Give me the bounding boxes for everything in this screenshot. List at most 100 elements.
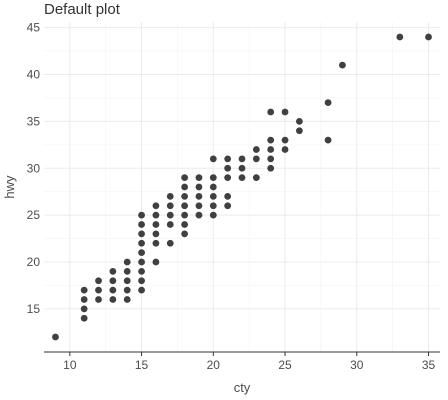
data-point <box>195 174 203 182</box>
data-point <box>224 202 232 210</box>
data-point <box>195 192 203 200</box>
data-point <box>295 127 303 135</box>
data-point <box>281 108 289 116</box>
data-point <box>109 296 117 303</box>
data-point <box>138 211 145 219</box>
data-point <box>109 277 117 285</box>
chart-title: Default plot <box>44 1 120 18</box>
data-point <box>181 221 189 228</box>
data-point <box>123 258 131 266</box>
data-point <box>209 155 217 163</box>
data-point <box>52 333 59 341</box>
data-point <box>267 146 275 153</box>
data-point <box>138 286 145 294</box>
data-point <box>138 249 145 257</box>
data-point <box>80 286 88 294</box>
data-point <box>138 239 145 247</box>
data-point <box>95 286 102 294</box>
y-axis-ticks: 15 20 25 30 35 40 45 <box>27 21 41 316</box>
data-point <box>166 202 174 210</box>
data-point <box>152 202 160 210</box>
x-tick-label: 35 <box>422 358 436 372</box>
data-point <box>80 305 88 313</box>
data-point <box>209 192 217 200</box>
data-point <box>224 155 232 163</box>
data-point <box>166 239 174 247</box>
data-point <box>195 183 203 191</box>
data-point <box>166 221 174 228</box>
data-point <box>224 164 232 172</box>
data-point <box>224 174 232 182</box>
y-tick-label: 40 <box>27 68 41 82</box>
data-point <box>339 61 346 69</box>
data-point <box>195 202 203 210</box>
x-tick-label: 30 <box>350 358 364 372</box>
x-tick-label: 10 <box>63 358 77 372</box>
data-point <box>138 230 145 238</box>
data-points <box>52 33 432 341</box>
grid-lines <box>44 22 440 352</box>
x-tick-label: 20 <box>207 358 221 372</box>
data-point <box>109 286 117 294</box>
data-point <box>267 155 275 163</box>
y-tick-label: 25 <box>27 208 41 222</box>
data-point <box>324 136 332 144</box>
data-point <box>252 174 260 182</box>
data-point <box>238 174 246 182</box>
data-point <box>195 211 203 219</box>
data-point <box>209 174 217 182</box>
data-point <box>267 136 275 144</box>
data-point <box>123 286 131 294</box>
y-tick-label: 35 <box>27 114 41 128</box>
data-point <box>152 258 160 266</box>
y-axis-title: hwy <box>2 175 17 199</box>
data-point <box>123 267 131 275</box>
data-point <box>152 211 160 219</box>
data-point <box>281 136 289 144</box>
data-point <box>181 174 189 182</box>
data-point <box>138 258 145 266</box>
data-point <box>181 211 189 219</box>
data-point <box>209 202 217 210</box>
x-tick-label: 25 <box>278 358 292 372</box>
y-tick-label: 45 <box>27 21 41 35</box>
data-point <box>238 155 246 163</box>
data-point <box>252 146 260 153</box>
data-point <box>80 314 88 322</box>
data-point <box>396 33 404 41</box>
data-point <box>267 108 275 116</box>
data-point <box>181 192 189 200</box>
data-point <box>166 192 174 200</box>
data-point <box>123 277 131 285</box>
data-point <box>138 277 145 285</box>
y-tick-label: 15 <box>27 302 41 316</box>
data-point <box>425 33 432 41</box>
data-point <box>95 277 102 285</box>
data-point <box>181 202 189 210</box>
x-axis-title: cty <box>234 380 251 395</box>
data-point <box>95 296 102 303</box>
data-point <box>295 117 303 125</box>
data-point <box>138 221 145 228</box>
data-point <box>209 183 217 191</box>
data-point <box>123 296 131 303</box>
data-point <box>252 155 260 163</box>
data-point <box>238 164 246 172</box>
data-point <box>109 267 117 275</box>
data-point <box>152 239 160 247</box>
x-tick-label: 15 <box>135 358 149 372</box>
data-point <box>209 211 217 219</box>
data-point <box>166 211 174 219</box>
data-point <box>80 296 88 303</box>
data-point <box>181 183 189 191</box>
data-point <box>267 164 275 172</box>
data-point <box>138 267 145 275</box>
data-point <box>152 230 160 238</box>
data-point <box>152 221 160 228</box>
data-point <box>224 192 232 200</box>
x-axis-ticks: 10 15 20 25 30 35 <box>63 352 436 372</box>
data-point <box>281 146 289 153</box>
data-point <box>181 230 189 238</box>
y-tick-label: 20 <box>27 255 41 269</box>
